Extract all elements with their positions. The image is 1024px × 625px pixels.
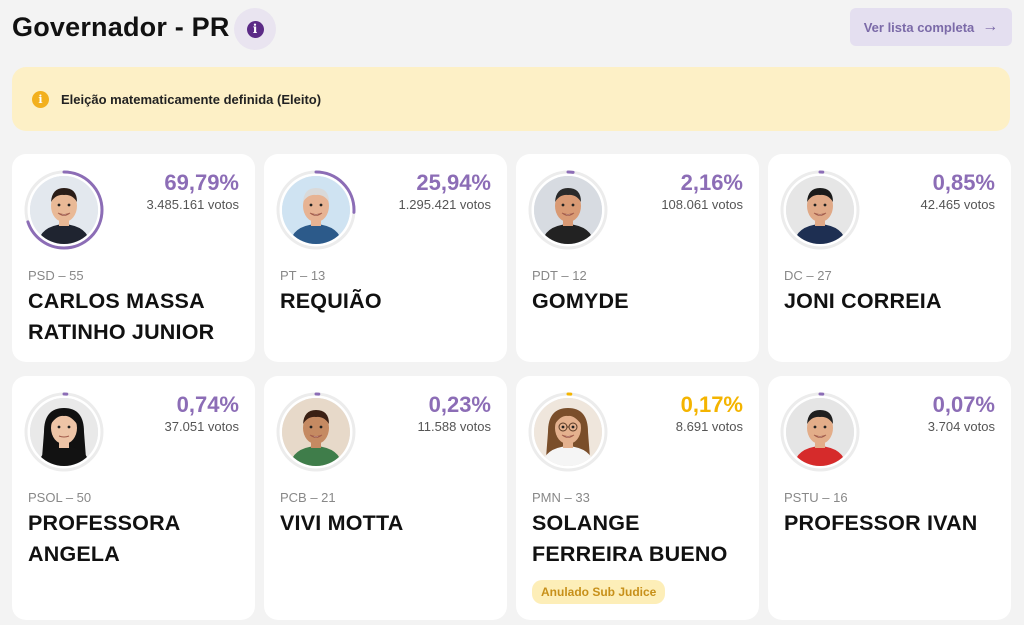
candidate-card[interactable]: 2,16% 108.061 votos PDT – 12 GOMYDE: [516, 154, 759, 362]
info-icon: i: [32, 90, 49, 108]
candidate-card[interactable]: 25,94% 1.295.421 votos PT – 13 REQUIÃO: [264, 154, 507, 362]
vote-percentage: 0,17%: [680, 392, 743, 417]
vote-count: 11.588 votos: [417, 419, 491, 434]
candidate-card[interactable]: 0,17% 8.691 votos PMN – 33 SOLANGE FERRE…: [516, 376, 759, 620]
party-number: PSOL – 50: [28, 490, 92, 505]
candidate-photo-ring: [24, 170, 104, 250]
candidate-photo-ring: [528, 170, 608, 250]
page-title: Governador - PR: [12, 12, 230, 42]
vote-count: 1.295.421 votos: [398, 197, 491, 212]
vote-percentage: 69,79%: [164, 170, 239, 195]
candidate-name: PROFESSORA ANGELA: [28, 511, 180, 566]
vote-percentage: 2,16%: [680, 170, 743, 195]
candidate-photo-ring: [528, 392, 608, 472]
candidate-photo-ring: [276, 392, 356, 472]
avatar: [534, 398, 602, 466]
party-number: PSD – 55: [28, 268, 84, 283]
candidate-name: CARLOS MASSA RATINHO JUNIOR: [28, 289, 215, 344]
candidate-name: GOMYDE: [532, 289, 629, 313]
candidate-card[interactable]: 0,23% 11.588 votos PCB – 21 VIVI MOTTA: [264, 376, 507, 620]
party-number: DC – 27: [784, 268, 832, 283]
info-button[interactable]: i: [234, 8, 276, 50]
candidate-card[interactable]: 0,85% 42.465 votos DC – 27 JONI CORREIA: [768, 154, 1011, 362]
vote-percentage: 0,74%: [176, 392, 239, 417]
avatar: [786, 398, 854, 466]
candidate-name: VIVI MOTTA: [280, 511, 404, 535]
candidate-card[interactable]: 0,74% 37.051 votos PSOL – 50 PROFESSORA …: [12, 376, 255, 620]
info-icon: i: [246, 20, 264, 38]
avatar: [282, 398, 350, 466]
arrow-right-icon: →: [982, 18, 999, 35]
full-list-label: Ver lista completa: [863, 19, 975, 35]
party-number: PMN – 33: [532, 490, 590, 505]
vote-count: 8.691 votos: [675, 419, 743, 434]
candidate-photo-ring: [24, 392, 104, 472]
page-header: Governador - PR i Ver lista completa →: [12, 8, 1012, 50]
party-number: PCB – 21: [280, 490, 336, 505]
vote-count: 3.485.161 votos: [146, 197, 239, 212]
election-status-alert: i Eleição matematicamente definida (Elei…: [12, 67, 1010, 131]
vote-percentage: 0,23%: [428, 392, 491, 417]
candidate-name: SOLANGE FERREIRA BUENO: [532, 511, 728, 566]
vote-count: 37.051 votos: [164, 419, 239, 434]
vote-count: 108.061 votos: [661, 197, 743, 212]
candidate-card[interactable]: 69,79% 3.485.161 votos PSD – 55 CARLOS M…: [12, 154, 255, 362]
alert-text: Eleição matematicamente definida (Eleito…: [61, 91, 322, 107]
vote-percentage: 0,07%: [932, 392, 995, 417]
avatar: [534, 176, 602, 244]
party-number: PT – 13: [280, 268, 326, 283]
candidate-name: PROFESSOR IVAN: [784, 511, 978, 535]
party-number: PDT – 12: [532, 268, 587, 283]
candidate-photo-ring: [780, 170, 860, 250]
avatar: [786, 176, 854, 244]
party-number: PSTU – 16: [784, 490, 848, 505]
vote-percentage: 0,85%: [932, 170, 995, 195]
avatar: [30, 398, 98, 466]
vote-count: 3.704 votos: [927, 419, 995, 434]
candidate-photo-ring: [780, 392, 860, 472]
candidate-card[interactable]: 0,07% 3.704 votos PSTU – 16 PROFESSOR IV…: [768, 376, 1011, 620]
full-list-button[interactable]: Ver lista completa →: [850, 8, 1012, 46]
candidate-photo-ring: [276, 170, 356, 250]
candidate-name: JONI CORREIA: [784, 289, 942, 313]
status-badge: Anulado Sub Judice: [532, 580, 666, 604]
vote-percentage: 25,94%: [416, 170, 491, 195]
avatar: [282, 176, 350, 244]
candidate-name: REQUIÃO: [280, 289, 382, 313]
vote-count: 42.465 votos: [920, 197, 995, 212]
avatar: [30, 176, 98, 244]
